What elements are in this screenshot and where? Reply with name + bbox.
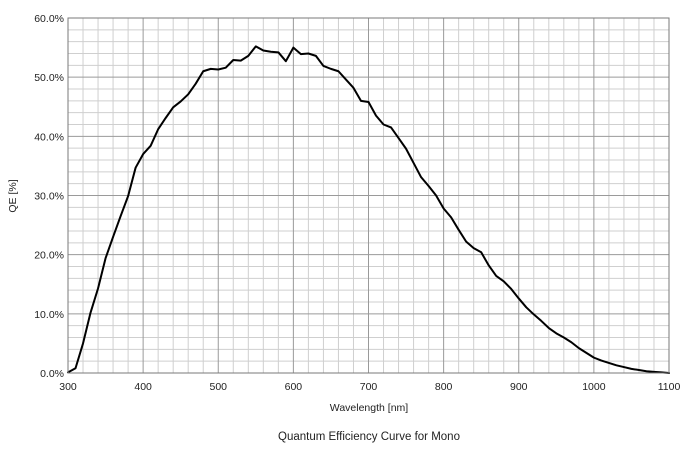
y-axis-ticks: 0.0% 10.0% 20.0% 30.0% 40.0% 50.0% 60.0% [34,13,64,380]
series-layer [67,45,670,374]
x-tick-label: 500 [209,381,227,393]
y-tick-label: 60.0% [34,13,64,25]
x-tick-label: 700 [360,381,378,393]
y-tick-label: 0.0% [40,368,64,380]
y-tick-label: 50.0% [34,72,64,84]
x-tick-label: 1000 [582,381,606,393]
x-tick-label: 800 [435,381,453,393]
x-tick-label: 900 [510,381,528,393]
x-tick-label: 300 [59,381,77,393]
plot-frame [67,17,670,374]
x-tick-label: 1100 [658,381,681,393]
y-tick-label: 40.0% [34,131,64,143]
y-tick-label: 10.0% [34,309,64,321]
y-axis-title: QE [%] [7,179,19,212]
chart-caption: Quantum Efficiency Curve for Mono [278,431,460,443]
y-tick-label: 30.0% [34,191,64,203]
plot-border [67,17,670,374]
x-tick-label: 400 [134,381,152,393]
x-tick-label: 600 [285,381,303,393]
y-tick-label: 20.0% [34,250,64,262]
x-axis-title: Wavelength [nm] [330,402,408,414]
x-axis-ticks: 300 400 500 600 700 800 900 1000 1100 [59,381,680,393]
series-line [67,45,670,374]
